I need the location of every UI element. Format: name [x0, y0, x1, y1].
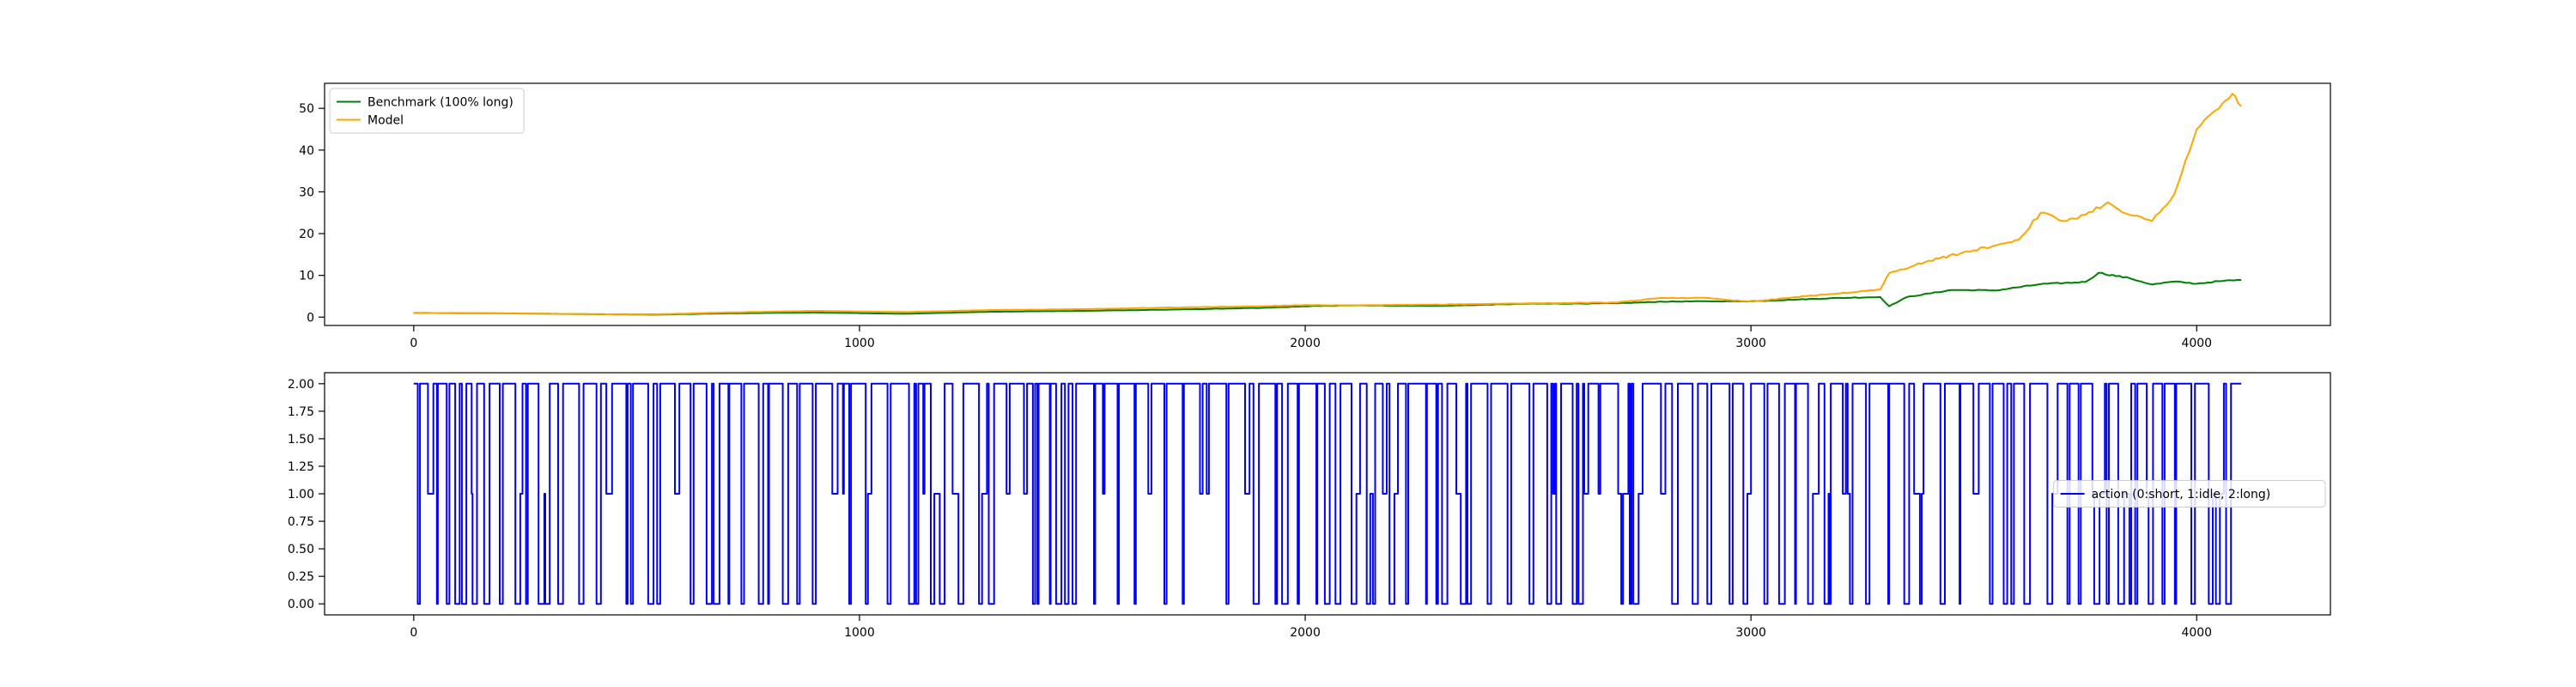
y-tick-label: 0.50: [288, 543, 314, 556]
legend-label: action (0:short, 1:idle, 2:long): [2092, 488, 2271, 502]
x-tick-label: 0: [410, 337, 417, 350]
legend-box: [329, 88, 525, 134]
series-line-1: [413, 93, 2242, 315]
y-tick-label: 40: [299, 144, 314, 158]
equity-chart: 0 1000 2000 3000 4000 0 10 20 30 40 50 Benchmark (1…: [299, 82, 2331, 350]
action-chart: 0 1000 2000 3000 4000 0.00 0.25 0.50 0.75 1.00 1.2…: [288, 372, 2331, 640]
legend-label: Benchmark (100% long): [368, 96, 513, 110]
legend-label: Model: [368, 114, 404, 128]
legend-box: [2053, 480, 2326, 508]
y-tick-label: 30: [299, 185, 314, 199]
y-tick-label: 20: [299, 228, 314, 241]
x-tick-label: 2000: [1290, 626, 1321, 640]
x-tick-label: 1000: [844, 626, 875, 640]
y-tick-label: 0: [307, 311, 314, 325]
y-tick-label: 10: [299, 270, 314, 283]
x-tick-label: 3000: [1735, 337, 1766, 350]
y-tick-label: 1.75: [288, 405, 314, 419]
y-tick-label: 2.00: [288, 378, 314, 392]
x-tick-label: 4000: [2181, 337, 2212, 350]
series-group: [413, 382, 2242, 605]
legend: Benchmark (100% long) Model: [329, 88, 525, 134]
legend: action (0:short, 1:idle, 2:long): [2053, 480, 2326, 508]
y-tick-label: 0.75: [288, 515, 314, 529]
y-tick-label: 1.25: [288, 460, 314, 474]
plot-area: [324, 82, 2331, 326]
x-tick-label: 4000: [2181, 626, 2212, 640]
series-group: [413, 93, 2242, 316]
plot-area: [324, 372, 2331, 616]
x-tick-label: 3000: [1735, 626, 1766, 640]
x-tick-label: 0: [410, 626, 417, 640]
x-tick-label: 1000: [844, 337, 875, 350]
series-line-0: [413, 382, 2242, 605]
y-tick-label: 0.25: [288, 570, 314, 584]
y-tick-label: 1.50: [288, 433, 314, 447]
y-tick-label: 50: [299, 102, 314, 116]
y-tick-label: 0.00: [288, 598, 314, 611]
y-tick-label: 1.00: [288, 488, 314, 502]
x-tick-label: 2000: [1290, 337, 1321, 350]
